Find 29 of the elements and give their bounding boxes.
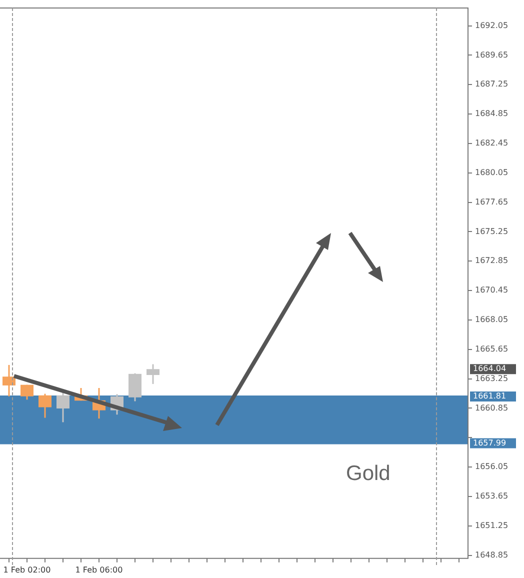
candlestick <box>128 372 142 402</box>
x-tick-label: 1 Feb 02:00 <box>3 565 51 574</box>
y-tick-label: 1648.85 <box>475 550 508 560</box>
ref-line-label: 1657.99 <box>473 438 506 448</box>
y-tick-label: 1651.25 <box>475 520 508 530</box>
y-tick-label: 1687.25 <box>475 80 508 89</box>
y-tick-label: 1677.65 <box>475 197 508 206</box>
y-tick-label: 1660.85 <box>475 403 508 412</box>
candlestick <box>146 363 160 385</box>
y-tick-label: 1653.65 <box>475 492 508 501</box>
y-tick-label: 1689.65 <box>475 50 508 60</box>
y-tick-label: 1670.45 <box>475 286 508 295</box>
y-tick-label: 1682.45 <box>475 138 508 148</box>
x-tick-label: 1 Feb 06:00 <box>75 565 123 574</box>
candlestick <box>38 393 52 419</box>
y-tick-label: 1656.05 <box>475 462 508 472</box>
y-tick-label: 1692.05 <box>475 20 508 30</box>
y-tick-label: 1668.05 <box>475 315 508 324</box>
y-tick-label: 1663.25 <box>475 374 508 383</box>
ref-line-label: 1661.81 <box>473 392 506 401</box>
annotation: Gold <box>346 462 390 486</box>
y-tick-label: 1665.65 <box>475 344 508 354</box>
candlestick <box>20 384 34 400</box>
y-tick-label: 1684.85 <box>475 109 508 118</box>
text: 1664.04 <box>473 364 506 374</box>
candlestick <box>2 364 16 398</box>
y-tick-label: 1672.85 <box>475 256 508 266</box>
y-tick-label: 1675.25 <box>475 226 508 236</box>
y-tick-label: 1680.05 <box>475 168 508 177</box>
